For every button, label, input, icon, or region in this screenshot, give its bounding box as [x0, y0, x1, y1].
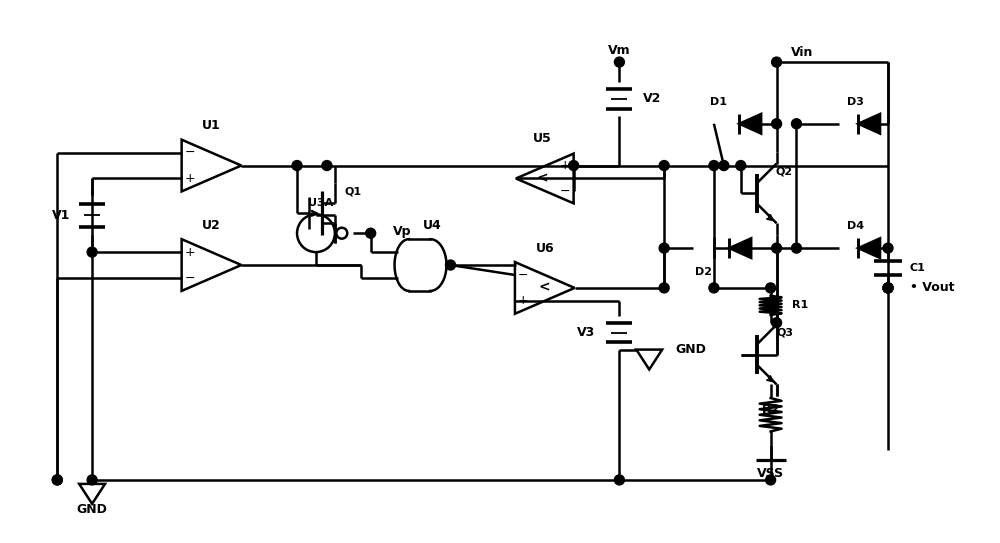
Text: −: −: [559, 185, 570, 198]
Polygon shape: [858, 114, 880, 134]
Circle shape: [766, 475, 776, 485]
Circle shape: [719, 161, 729, 171]
Circle shape: [659, 161, 669, 171]
Circle shape: [766, 283, 776, 293]
Circle shape: [52, 475, 62, 485]
Circle shape: [883, 283, 893, 293]
Text: V2: V2: [643, 92, 662, 105]
Text: D3: D3: [847, 97, 864, 107]
Polygon shape: [729, 238, 751, 258]
Text: −: −: [518, 268, 528, 281]
Circle shape: [659, 283, 669, 293]
Circle shape: [709, 161, 719, 171]
Circle shape: [87, 475, 97, 485]
Circle shape: [883, 243, 893, 253]
Circle shape: [366, 228, 376, 238]
Text: R2: R2: [761, 403, 780, 416]
Circle shape: [772, 57, 782, 67]
Text: • Vout: • Vout: [910, 281, 954, 294]
Circle shape: [614, 57, 624, 67]
Circle shape: [446, 260, 455, 270]
Text: U3A: U3A: [308, 198, 334, 209]
Text: +: +: [559, 159, 570, 172]
Text: U2: U2: [202, 219, 221, 232]
Circle shape: [569, 161, 579, 171]
Text: +: +: [184, 245, 195, 258]
Text: Q1: Q1: [344, 186, 361, 197]
Polygon shape: [858, 238, 880, 258]
Text: <: <: [537, 172, 549, 186]
Text: D1: D1: [710, 97, 727, 107]
Circle shape: [883, 283, 893, 293]
Text: GND: GND: [675, 343, 706, 356]
Circle shape: [792, 243, 801, 253]
Circle shape: [772, 243, 782, 253]
Text: V3: V3: [577, 326, 596, 339]
Text: Vm: Vm: [608, 43, 631, 56]
Text: U1: U1: [202, 119, 221, 132]
Text: C1: C1: [910, 263, 926, 273]
Text: Vp: Vp: [393, 225, 411, 238]
Text: V1: V1: [52, 209, 70, 222]
Circle shape: [772, 119, 782, 129]
Circle shape: [736, 161, 746, 171]
Text: +: +: [184, 172, 195, 185]
Text: D4: D4: [847, 221, 864, 231]
Circle shape: [659, 243, 669, 253]
Polygon shape: [739, 114, 761, 134]
Text: −: −: [184, 146, 195, 159]
Text: VSS: VSS: [757, 468, 784, 481]
Text: GND: GND: [77, 503, 108, 516]
Text: Vin: Vin: [791, 46, 813, 59]
Circle shape: [772, 318, 782, 328]
Text: U5: U5: [532, 132, 551, 145]
Circle shape: [52, 475, 62, 485]
Circle shape: [792, 119, 801, 129]
Text: <: <: [539, 281, 551, 295]
Circle shape: [322, 161, 332, 171]
Text: U4: U4: [423, 219, 442, 232]
Circle shape: [614, 475, 624, 485]
Text: Q3: Q3: [776, 327, 793, 338]
Text: −: −: [184, 272, 195, 285]
Text: U6: U6: [535, 242, 554, 255]
Text: R1: R1: [792, 300, 809, 311]
Text: D2: D2: [695, 267, 712, 277]
Circle shape: [87, 247, 97, 257]
Text: Q2: Q2: [776, 167, 793, 176]
Circle shape: [292, 161, 302, 171]
Circle shape: [709, 283, 719, 293]
Circle shape: [883, 283, 893, 293]
Text: +: +: [518, 294, 528, 307]
